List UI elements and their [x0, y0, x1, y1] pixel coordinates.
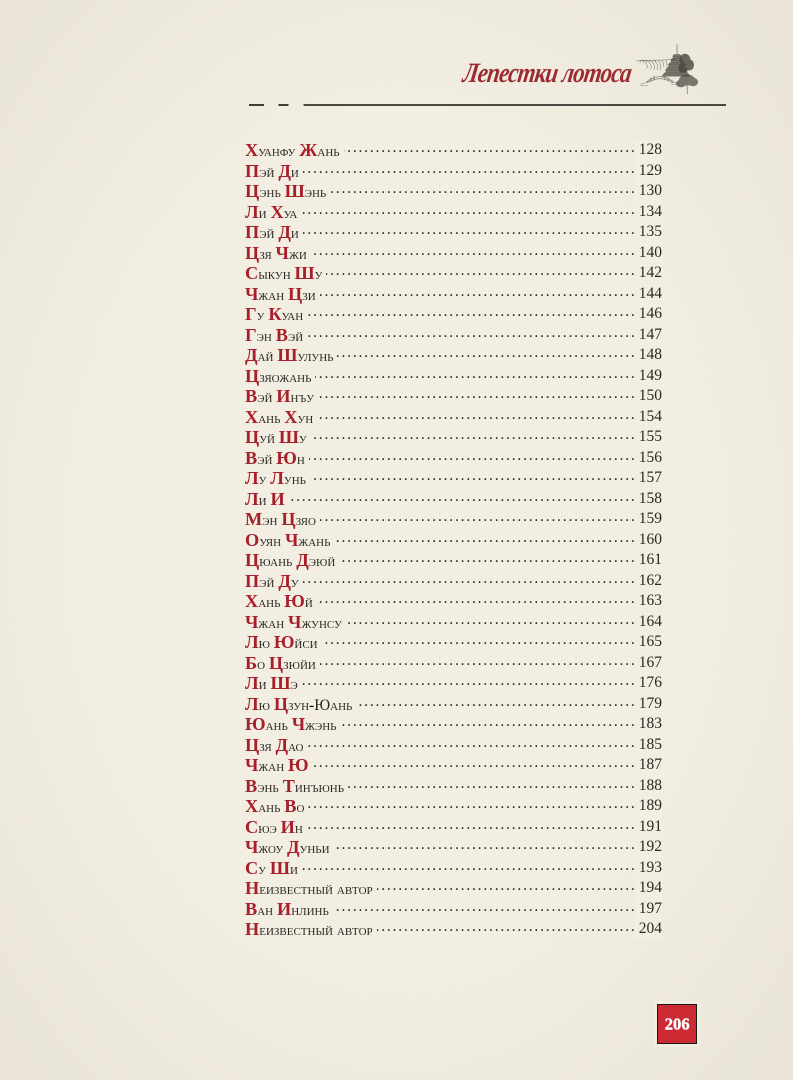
svg-text:206: 206 [665, 1015, 690, 1034]
